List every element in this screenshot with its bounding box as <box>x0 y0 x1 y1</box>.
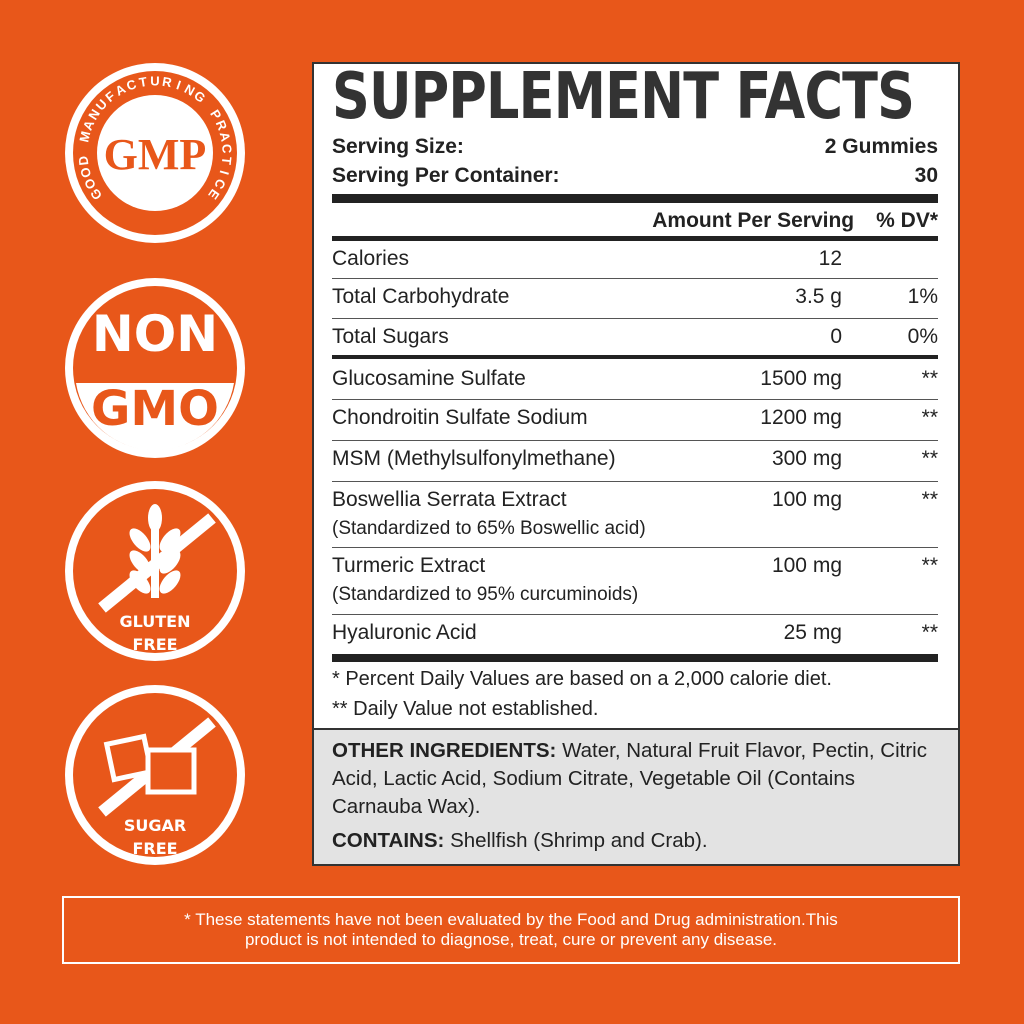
gmp-text: GMP <box>104 130 207 179</box>
nutrient-name: Total Carbohydrate <box>332 285 510 308</box>
gluten-free-badge: GLUTEN FREE <box>65 481 245 661</box>
value: 2 Gummies <box>824 135 938 158</box>
wheat-icon <box>129 504 181 598</box>
other-ingredients: OTHER INGREDIENTS: Water, Natural Fruit … <box>314 728 958 864</box>
non-gmo-badge: NON GMO <box>65 278 245 458</box>
gmp-ring-letter: R <box>161 74 173 90</box>
gmp-ring-letter: T <box>138 74 148 90</box>
gmp-ring-letter: T <box>219 156 235 166</box>
nutrient-row: Hyaluronic Acid 25 mg ** <box>332 615 938 654</box>
gmp-ring-letter: M <box>76 130 93 144</box>
nutrient-amount: 25 mg <box>783 621 842 644</box>
gluten-text: GLUTEN <box>120 612 191 631</box>
servings-per-container: Serving Per Container: 30 <box>332 163 938 189</box>
nutrient-dv: ** <box>921 554 938 577</box>
nutrient-dv: 0% <box>907 325 938 348</box>
fda-disclaimer: * These statements have not been evaluat… <box>62 896 960 964</box>
nutrient-dv: ** <box>921 367 938 390</box>
nutrient-amount: 100 mg <box>771 488 842 511</box>
gmp-ring-letter: U <box>150 74 159 89</box>
disclaimer-line: * These statements have not been evaluat… <box>184 910 838 929</box>
gmo-text: GMO <box>91 381 219 437</box>
disclaimer-line: product is not intended to diagnose, tre… <box>244 930 778 949</box>
column-headers: Amount Per Serving % DV* <box>332 208 938 234</box>
nutrient-dv: ** <box>921 488 938 511</box>
free-text: FREE <box>132 635 177 654</box>
contains-label: CONTAINS: <box>332 829 445 852</box>
value: 30 <box>914 164 938 187</box>
nutrient-dv: ** <box>921 447 938 470</box>
nutrient-amount: 1200 mg <box>760 406 842 429</box>
nutrient-dv: ** <box>921 406 938 429</box>
free-text: FREE <box>132 839 177 858</box>
nutrient-name: Turmeric Extract <box>332 554 486 577</box>
divider <box>332 194 938 203</box>
other-label: OTHER INGREDIENTS: <box>332 739 557 762</box>
nutrient-row: Glucosamine Sulfate 1500 mg ** <box>332 361 938 400</box>
nutrient-name: Hyaluronic Acid <box>332 621 477 644</box>
footnotes: * Percent Daily Values are based on a 2,… <box>332 664 832 724</box>
nutrient-row: Chondroitin Sulfate Sodium 1200 mg ** <box>332 400 938 441</box>
footnote: ** Daily Value not established. <box>332 698 599 720</box>
nutrient-name: Boswellia Serrata Extract <box>332 488 567 511</box>
nutrient-row: MSM (Methylsulfonylmethane) 300 mg ** <box>332 441 938 482</box>
nutrient-name: Calories <box>332 247 410 270</box>
nutrient-name: Glucosamine Sulfate <box>332 367 526 390</box>
nutrient-row: Total Sugars 0 0% <box>332 319 938 359</box>
divider <box>332 236 938 241</box>
sugar-cube-icon <box>103 733 197 795</box>
other-text: Water, Natural Fruit Flavor, Pectin, Cit… <box>332 739 927 818</box>
nutrient-amount: 1500 mg <box>760 367 842 390</box>
divider <box>332 654 938 662</box>
nutrient-row: Total Carbohydrate 3.5 g 1% <box>332 279 938 319</box>
nutrient-name: Total Sugars <box>332 325 449 348</box>
sugar-text: SUGAR <box>124 816 186 835</box>
gmp-ring-letter: O <box>77 166 94 180</box>
gmp-ring-letter: I <box>217 169 232 177</box>
dv-header: % DV* <box>876 209 938 232</box>
nutrient-row: Calories 12 <box>332 241 938 279</box>
supplement-facts-panel: SUPPLEMENT FACTS Serving Size: 2 Gummies … <box>312 62 960 866</box>
nutrient-note: (Standardized to 95% curcuminoids) <box>332 584 639 605</box>
nutrient-amount: 100 mg <box>771 554 842 577</box>
nutrient-dv: ** <box>921 621 938 644</box>
nutrient-amount: 12 <box>818 247 842 270</box>
nutrient-name: Chondroitin Sulfate Sodium <box>332 406 588 429</box>
label: Serving Per Container: <box>332 164 560 187</box>
serving-size: Serving Size: 2 Gummies <box>332 134 938 160</box>
contains-text: Shellfish (Shrimp and Crab). <box>444 829 708 852</box>
nutrient-note: (Standardized to 65% Boswellic acid) <box>332 518 646 539</box>
gmp-ring-letter: D <box>75 155 91 166</box>
nutrient-amount: 0 <box>830 325 842 348</box>
nutrient-amount: 300 mg <box>771 447 842 470</box>
nutrient-name: MSM (Methylsulfonylmethane) <box>332 447 616 470</box>
nutrient-row: Turmeric Extract (Standardized to 95% cur… <box>332 548 938 615</box>
nutrient-row: Boswellia Serrata Extract (Standardized t… <box>332 482 938 548</box>
label: Serving Size: <box>332 135 464 158</box>
gmp-ring-letter: I <box>175 77 183 92</box>
panel-title: SUPPLEMENT FACTS <box>332 60 915 134</box>
nutrient-dv: 1% <box>907 285 938 308</box>
amount-header: Amount Per Serving <box>652 209 855 232</box>
nutrient-amount: 3.5 g <box>795 285 842 308</box>
non-text: NON <box>92 305 218 363</box>
gmp-ring-letter: A <box>217 130 234 143</box>
footnote: * Percent Daily Values are based on a 2,… <box>332 668 832 690</box>
gmp-ring-letter: C <box>219 144 235 155</box>
sugar-free-badge: SUGAR FREE <box>65 685 245 865</box>
